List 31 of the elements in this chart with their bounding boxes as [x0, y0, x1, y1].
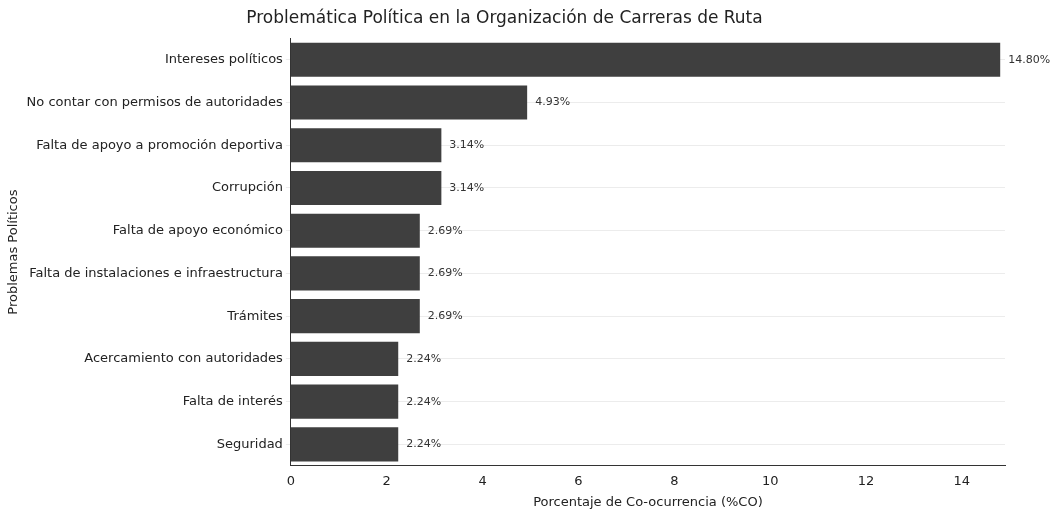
- y-tick-label: Intereses políticos: [164, 51, 284, 67]
- y-tick-label: Acercamiento con autoridades: [84, 350, 284, 366]
- x-axis-title: Porcentaje de Co-ocurrencia (%CO): [533, 493, 763, 509]
- y-tick-label: Falta de interés: [182, 393, 284, 409]
- data-label: 3.14%: [449, 180, 485, 194]
- data-label: 2.69%: [427, 266, 463, 280]
- data-label: 3.14%: [449, 138, 485, 152]
- y-tick-label: No contar con permisos de autoridades: [26, 93, 284, 109]
- y-tick-label: Trámites: [226, 307, 284, 323]
- y-tick-label: Seguridad: [216, 435, 283, 451]
- x-tick-label: 10: [761, 472, 779, 488]
- data-label: 2.69%: [427, 309, 463, 323]
- data-label: 2.24%: [406, 351, 442, 365]
- y-axis-title: Problemas Políticos: [5, 189, 21, 315]
- x-tick-label: 12: [857, 472, 875, 488]
- data-label: 14.80%: [1008, 52, 1051, 66]
- x-tick-label: 2: [382, 472, 391, 488]
- chart-title: Problemática Política en la Organización de Carreras de Ruta: [246, 6, 763, 27]
- y-tick-label: Falta de apoyo económico: [112, 222, 283, 238]
- y-tick-label: Corrupción: [211, 179, 283, 195]
- data-label: 2.24%: [406, 437, 442, 451]
- y-tick-label: Falta de apoyo a promoción deportiva: [36, 136, 283, 152]
- data-label: 4.93%: [535, 95, 571, 109]
- y-tick-label: Falta de instalaciones e infraestructura: [29, 264, 283, 280]
- x-tick-label: 4: [478, 472, 487, 488]
- x-tick-label: 8: [670, 472, 679, 488]
- data-label: 2.24%: [406, 394, 442, 408]
- x-tick-label: 0: [286, 472, 296, 488]
- x-tick-label: 14: [953, 472, 971, 488]
- x-tick-label: 6: [574, 472, 583, 488]
- data-label: 2.69%: [427, 223, 463, 237]
